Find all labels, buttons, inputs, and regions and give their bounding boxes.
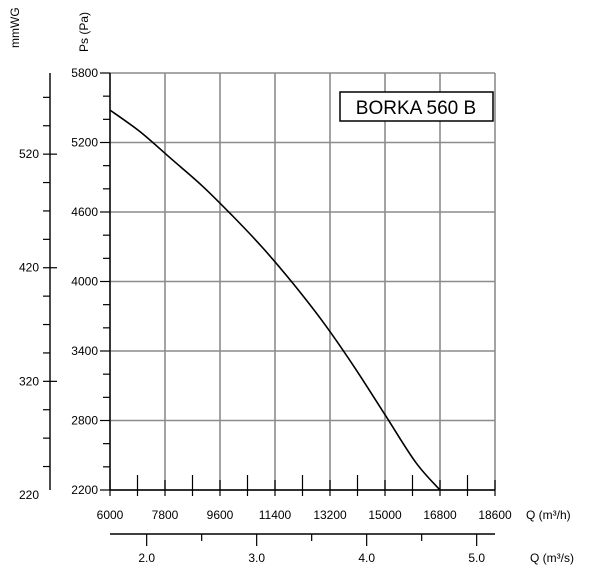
tick-label-m3s: 5.0 [468,551,485,565]
x-top-unit: Q (m³/h) [526,508,571,522]
tick-label-mmwg: 320 [19,374,39,388]
x-bottom-unit: Q (m³/s) [530,551,574,565]
tick-label-pa: 4000 [71,275,98,289]
tick-label-mmwg: 520 [19,147,39,161]
tick-label-m3s: 3.0 [248,551,265,565]
fan-curve-line [109,109,441,491]
tick-label-m3h: 9600 [207,508,234,522]
tick-label-pa: 3400 [71,344,98,358]
tick-label-m3h: 7800 [152,508,179,522]
tick-label-mmwg: 220 [19,488,39,502]
tick-label-m3h: 6000 [97,508,124,522]
tick-label-m3h: 11400 [259,508,292,522]
tick-label-pa: 5800 [71,66,98,80]
tick-label-m3h: 15000 [368,508,402,522]
curve-layer [109,109,441,491]
tick-label-pa: 4600 [71,205,98,219]
tick-label-mmwg: 420 [19,261,39,275]
tick-labels: 5800 5200 4600 4000 3400 2800 2200 520 420 320 220… [19,66,512,565]
tick-label-m3h: 16800 [423,508,457,522]
tick-label-m3h: 18600 [478,508,512,522]
tick-label-pa: 5200 [71,136,98,150]
model-label: BORKA 560 B [356,98,476,119]
tick-label-pa: 2200 [71,483,98,497]
tick-label-m3s: 2.0 [138,551,155,565]
grid [109,72,496,491]
tick-label-pa: 2800 [71,414,98,428]
model-label-box: BORKA 560 B [339,91,494,122]
tick-label-m3s: 4.0 [358,551,375,565]
y-right-unit: Ps (Pa) [77,12,91,52]
tick-label-m3h: 13200 [313,508,347,522]
y-left-unit: mmWG [8,7,22,48]
ticks [43,72,496,546]
